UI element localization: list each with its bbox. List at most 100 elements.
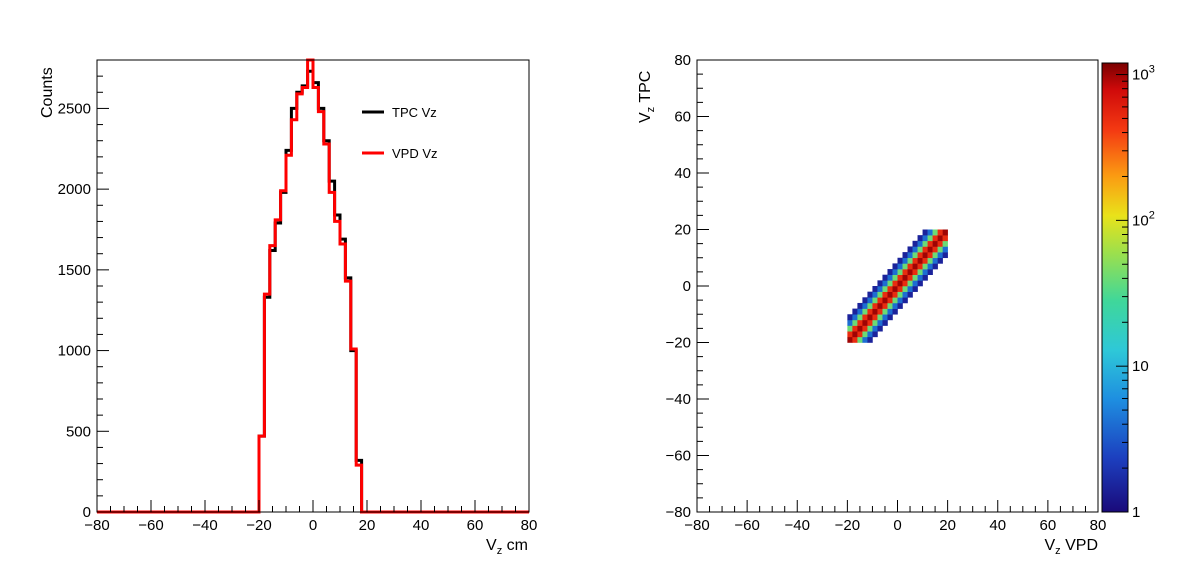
heatmap-cell (867, 291, 873, 298)
heatmap-cell (887, 291, 893, 298)
heatmap-y-axis-label: Vz TPC (637, 71, 657, 123)
heatmap-cell (937, 257, 943, 264)
heatmap-cell (857, 319, 863, 326)
heatmap-cell (887, 286, 893, 292)
heatmap-cell (907, 291, 913, 298)
heatmap-y-axis-ticks: −80 −60 −40 −20 0 20 40 60 80 (666, 52, 709, 521)
heatmap-cell (912, 240, 918, 247)
colorbar-ticks: 1 10 102 103 (1116, 64, 1155, 521)
heatmap-cell (897, 263, 903, 270)
heatmap-cell (882, 314, 888, 321)
legend-label-tpc: TPC Vz (392, 105, 437, 120)
y-tick-label: −40 (666, 391, 691, 408)
heatmap-cell (907, 252, 913, 259)
heatmap-cell (942, 229, 948, 236)
y-tick-label: 80 (674, 52, 691, 69)
histogram-x-axis-ticks: −80 −60 −40 −20 0 20 40 60 80 (84, 500, 537, 534)
x-tick-label: 0 (309, 517, 317, 534)
heatmap-cell (877, 325, 883, 332)
heatmap-cell (902, 274, 908, 281)
heatmap-cell (877, 319, 883, 326)
heatmap-cell (877, 280, 883, 287)
heatmap-cell (862, 331, 868, 338)
heatmap-panel: −80 −60 −40 −20 0 20 40 60 80 −80 −60 −40 −20 0 20 40 6… (637, 52, 1155, 557)
heatmap-cell (887, 274, 893, 281)
heatmap-cell (872, 331, 878, 338)
heatmap-cell (927, 257, 933, 264)
heatmap-cell (847, 325, 853, 332)
x-tick-label: −20 (246, 517, 271, 534)
y-tick-label: 20 (674, 222, 691, 239)
heatmap-cell (887, 280, 893, 287)
heatmap-cell (847, 336, 853, 343)
heatmap-cell (892, 280, 898, 287)
colorbar-tick-label: 10 (1132, 358, 1149, 375)
heatmap-cell (927, 269, 933, 275)
heatmap-cell (877, 308, 883, 315)
heatmap-cell (862, 325, 868, 332)
heatmap-cell (907, 274, 913, 281)
heatmap-cell (877, 302, 883, 309)
x-tick-label: 40 (989, 517, 1006, 534)
heatmap-cell (892, 297, 898, 304)
heatmap-cell (872, 319, 878, 326)
heatmap-cell (862, 308, 868, 315)
heatmap-cell (857, 302, 863, 309)
heatmap-cell (872, 302, 878, 309)
heatmap-cell (922, 229, 928, 236)
heatmap-cell (852, 308, 858, 315)
heatmap-x-axis-ticks: −80 −60 −40 −20 0 20 40 60 80 (684, 500, 1106, 534)
heatmap-cell (927, 235, 933, 242)
heatmap-cell (912, 286, 918, 292)
colorbar (1101, 62, 1129, 513)
heatmap-cell (882, 319, 888, 326)
x-tick-label: 80 (521, 517, 538, 534)
heatmap-cells (847, 229, 948, 343)
y-tick-label: 60 (674, 109, 691, 126)
heatmap-cell (847, 331, 853, 338)
heatmap-cell (912, 257, 918, 264)
heatmap-cell (892, 274, 898, 281)
y-tick-label: 1500 (58, 262, 91, 279)
x-tick-label: 80 (1090, 517, 1107, 534)
heatmap-cell (887, 308, 893, 315)
heatmap-cell (897, 274, 903, 281)
colorbar-tick-label: 1 (1132, 504, 1140, 521)
y-tick-label: 500 (66, 423, 91, 440)
heatmap-cell (892, 286, 898, 292)
heatmap-cell (912, 263, 918, 270)
heatmap-cell (862, 297, 868, 304)
heatmap-cell (932, 235, 938, 242)
heatmap-cell (877, 291, 883, 298)
x-tick-label: 20 (939, 517, 956, 534)
heatmap-cell (892, 308, 898, 315)
heatmap-cell (922, 263, 928, 270)
histogram-x-axis-label: Vz cm (486, 537, 528, 557)
heatmap-cell (907, 246, 913, 253)
heatmap-cell (867, 302, 873, 309)
heatmap-cell (907, 269, 913, 275)
heatmap-cell (902, 257, 908, 264)
heatmap-cell (942, 235, 948, 242)
x-tick-label: 60 (467, 517, 484, 534)
heatmap-cell (932, 246, 938, 253)
heatmap-cell (882, 297, 888, 304)
heatmap-cell (882, 291, 888, 298)
heatmap-cell (932, 229, 938, 236)
x-tick-label: −20 (835, 517, 860, 534)
y-tick-label: 2500 (58, 100, 91, 117)
heatmap-cell (937, 240, 943, 247)
heatmap-cell (917, 252, 923, 259)
heatmap-cell (847, 319, 853, 326)
heatmap-cell (922, 240, 928, 247)
heatmap-cell (902, 269, 908, 275)
heatmap-cell (872, 291, 878, 298)
heatmap-cell (897, 302, 903, 309)
heatmap-cell (937, 229, 943, 236)
heatmap-cell (907, 280, 913, 287)
histogram-legend: TPC Vz VPD Vz (362, 105, 438, 161)
heatmap-cell (897, 297, 903, 304)
heatmap-cell (912, 280, 918, 287)
y-tick-label: 1000 (58, 343, 91, 360)
heatmap-cell (857, 325, 863, 332)
